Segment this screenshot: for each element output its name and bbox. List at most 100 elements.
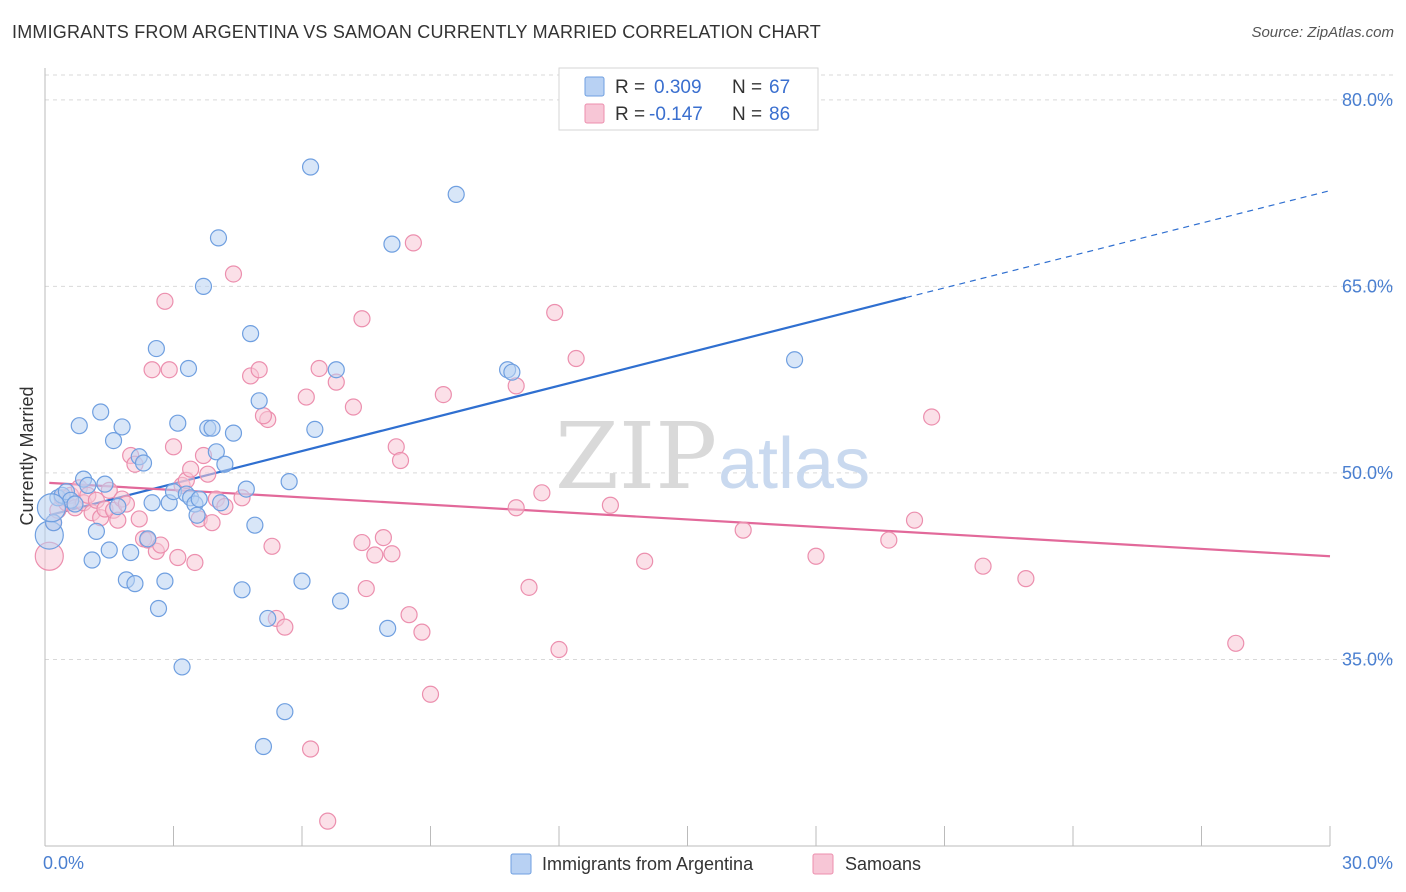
samoans-point-21: [130, 510, 148, 528]
samoans-point-60: [391, 451, 410, 470]
legend-box: R = 0.309 N = 67 R = -0.147 N = 86: [558, 67, 819, 131]
bottom-legend-label-samoans: Samoans: [845, 854, 921, 874]
samoans-point-27: [156, 292, 174, 310]
samoans-point-37: [199, 465, 217, 483]
samoans-point-57: [374, 528, 392, 547]
argentina-point-30: [173, 658, 191, 676]
samoans-point-56: [366, 546, 384, 564]
grid-lines: [45, 74, 1393, 660]
samoans-point-41: [224, 265, 243, 283]
samoans-point-74: [636, 552, 654, 570]
legend-r-label-2: R =: [615, 104, 645, 125]
samoans-point-34: [186, 553, 204, 572]
argentina-point-47: [242, 325, 260, 343]
samoans-point-75: [734, 521, 752, 539]
samoans-point-53: [344, 398, 362, 416]
samoans-point-48: [276, 618, 294, 636]
argentina-point-46: [237, 480, 255, 498]
argentina-point-44: [224, 424, 243, 442]
argentina-point-14: [104, 432, 123, 450]
argentina-point-48: [246, 516, 264, 534]
argentina-point-23: [143, 494, 161, 512]
y-tick-label-0: 35.0%: [1342, 649, 1393, 669]
samoans-point-83: [353, 310, 371, 328]
argentina-point-54: [293, 572, 311, 590]
legend-r-value-1: 0.309: [654, 77, 702, 98]
argentina-point-11: [87, 522, 106, 540]
legend-r-label-1: R =: [615, 77, 645, 98]
bottom-legend-swatch-blue: [510, 853, 532, 875]
samoans-point-73: [601, 496, 620, 514]
legend-swatch-pink: [584, 103, 605, 124]
legend-n-label-2: N =: [732, 104, 762, 125]
watermark-atlas: atlas: [718, 424, 870, 504]
argentina-point-16: [113, 418, 131, 436]
argentina-point-7: [70, 417, 88, 435]
argentina-point-51: [259, 609, 277, 628]
samoans-point-72: [567, 349, 585, 368]
argentina-point-66: [96, 475, 114, 493]
samoans-point-33: [182, 460, 200, 478]
chart-title: IMMIGRANTS FROM ARGENTINA VS SAMOAN CURR…: [12, 22, 821, 42]
argentina-point-18: [122, 543, 140, 562]
samoans-point-49: [297, 388, 315, 406]
legend-swatch-blue: [584, 76, 605, 97]
samoans-point-55: [357, 579, 375, 598]
samoans-point-61: [400, 606, 418, 624]
argentina-point-19: [126, 575, 144, 593]
bottom-legend: Immigrants from Argentina Samoans: [510, 853, 921, 875]
samoans-point-71: [550, 640, 568, 659]
argentina-point-61: [447, 185, 465, 203]
argentina-point-12: [92, 403, 110, 421]
samoans-point-78: [905, 511, 924, 529]
watermark-zip: ZIP: [555, 403, 717, 510]
argentina-points: [34, 158, 804, 756]
samoans-point-65: [319, 812, 337, 830]
y-tick-label-2: 65.0%: [1342, 276, 1393, 296]
x-tick-labels: 0.0% 30.0%: [43, 853, 1393, 873]
samoans-point-63: [421, 685, 440, 703]
argentina-point-41: [209, 229, 228, 247]
argentina-point-56: [306, 420, 324, 439]
argentina-point-50: [254, 737, 273, 756]
samoans-point-80: [974, 557, 992, 575]
samoans-point-50: [301, 740, 320, 758]
argentina-point-37: [194, 277, 213, 296]
argentina-point-24: [147, 339, 165, 358]
samoans-point-54: [353, 533, 371, 552]
argentina-point-65: [36, 493, 67, 523]
samoans-point-58: [383, 545, 401, 563]
bottom-legend-label-argentina: Immigrants from Argentina: [542, 854, 754, 874]
y-tick-label-1: 50.0%: [1342, 463, 1393, 483]
samoans-point-46: [263, 537, 281, 555]
samoans-point-64: [434, 385, 452, 404]
argentina-point-29: [169, 414, 187, 432]
argentina-point-15: [109, 497, 127, 516]
argentina-point-42: [212, 494, 230, 512]
argentina-point-57: [327, 361, 345, 379]
argentina-point-60: [383, 235, 401, 253]
y-tick-labels: 35.0% 50.0% 65.0% 80.0%: [1342, 90, 1393, 670]
argentina-point-39: [203, 419, 221, 437]
samoans-point-85: [404, 234, 422, 252]
argentina-point-58: [331, 592, 350, 610]
argentina-point-21: [134, 454, 153, 472]
samoans-point-66: [507, 499, 525, 517]
samoans-point-69: [546, 303, 564, 322]
samoans-point-76: [807, 547, 825, 565]
argentina-point-10: [83, 551, 101, 569]
argentina-point-9: [79, 476, 97, 494]
samoans-point-44: [250, 361, 268, 379]
bottom-legend-swatch-pink: [812, 853, 834, 875]
argentina-point-22: [139, 530, 157, 548]
samoans-point-51: [310, 359, 328, 378]
argentina-point-43: [216, 455, 234, 473]
argentina-trend-extension: [905, 190, 1331, 299]
argentina-point-55: [301, 158, 320, 176]
samoans-point-67: [520, 578, 538, 596]
samoans-point-30: [169, 548, 187, 567]
samoans-point-29: [164, 438, 183, 456]
samoans-point-38: [203, 514, 221, 532]
legend-n-label-1: N =: [732, 77, 762, 98]
